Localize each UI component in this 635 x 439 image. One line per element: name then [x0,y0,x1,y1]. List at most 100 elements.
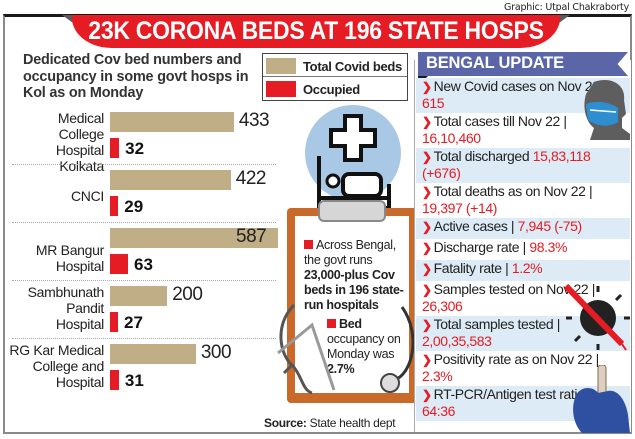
legend-label-total: Total Covid beds [303,58,402,74]
category-label-line: Hospital [55,374,104,390]
bar-total-covid-beds [110,286,168,306]
row-separator [12,222,276,223]
graphic-credit: Graphic: Utpal Chakraborty [503,2,629,13]
bullet-square-icon [304,240,313,249]
category-label: Sambhunath Pandit Hospital [8,284,105,332]
bar-occupied [110,196,119,216]
chevron-right-icon: ❯ [422,353,432,367]
bengal-update-item: ❯ Total discharged 15,83,118 (+676) [416,148,630,183]
bengal-beds-note: Across Bengal, the govt runs 23,000-plus… [304,238,408,313]
data-label-total: 587 [236,226,267,247]
chevron-right-icon: ❯ [422,80,432,94]
stat-label: Samples tested on Nov 22 | [433,281,596,297]
chart-subtitle: Dedicated Cov bed numbers and occupancy … [23,51,249,101]
source-text: State health dept [309,416,396,430]
category-label-line: Hospital [55,316,104,332]
chevron-right-icon: ❯ [422,115,432,129]
stat-label: Total cases till Nov 22 | [433,113,567,129]
bengal-update-ribbon [418,52,628,76]
chevron-right-icon: ❯ [422,283,432,297]
source-note: Source: State health dept [264,416,396,430]
data-label-occupied: 31 [124,371,144,390]
source-label: Source: [264,416,307,430]
note-bold-text: 23,000-plus Cov beds in 196 state-run ho… [304,268,404,312]
bar-occupied [110,254,129,274]
category-label-line: College and [32,358,105,374]
category-label-line: CNCI [70,188,104,204]
virus-syringe-icon [563,283,630,351]
stat-value: 16,10,460 [422,129,481,146]
legend-label-occupied: Occupied [303,81,360,97]
chart-legend: Total Covid beds Occupied [262,53,408,101]
chevron-right-icon: ❯ [422,318,432,332]
bar-occupied [110,370,119,390]
chevron-right-icon: ❯ [422,150,432,164]
stat-label: Total discharged [433,148,533,164]
note2-bold: Bed [339,317,362,331]
bar-total-covid-beds [110,228,278,248]
data-label-occupied: 29 [124,197,144,216]
bengal-update-item: ❯ Total deaths as on Nov 22 | 19,397 (+14… [416,183,630,218]
row-separator [12,280,276,281]
stat-value: 7,945 (-75) [517,218,582,234]
bed-occupancy-note: Bed occupancy on Monday was 2.7% [327,317,409,377]
category-label-line: Hospital [55,258,104,274]
bengal-update-heading: BENGAL UPDATE [426,54,564,72]
category-label: RG Kar Medical College and Hospital [8,342,104,390]
face-mask-person-icon [584,80,630,140]
title-banner-pill [72,15,560,48]
stat-label: RT-PCR/Antigen test ratio | [433,386,592,402]
data-label-occupied: 32 [125,139,145,158]
category-label: MR Bangur Hospital [8,242,104,274]
bar-chart: Medical College Hospital Kolkata 433 32 CNCI 4… [8,110,280,400]
clipboard-clip [318,200,386,222]
legend-swatch-total [266,58,296,74]
bengal-update-item: ❯ Fatality rate | 1.2% [416,260,630,281]
stat-label: New Covid cases on Nov 22 | [433,78,607,94]
bengal-update-item: ❯ Discharge rate | 98.3% [416,239,630,260]
bengal-update-item: ❯ Positivity rate as on Nov 22 | 2.3% [416,351,630,386]
legend-divider [263,76,407,77]
bar-total-covid-beds [110,170,231,190]
note-text: Across Bengal, the govt runs [304,238,396,267]
data-label-total: 200 [172,284,203,305]
bengal-update-item: ❯ Total cases till Nov 22 | 16,10,460 [416,113,630,148]
clipboard [287,208,417,403]
stat-value: 2,00,35,583 [422,332,492,349]
data-label-occupied: 27 [124,313,143,332]
title-banner: 23K CORONA BEDS AT 196 STATE HOSPS [62,15,570,49]
bar-occupied [110,312,118,332]
stat-value: 15,83,118 (+676) [422,148,591,181]
category-label: CNCI [8,188,104,204]
chevron-right-icon: ❯ [422,388,432,402]
bar-total-covid-beds [110,344,196,364]
category-label: Medical College Hospital Kolkata [8,110,104,174]
legend-item-occupied: Occupied [266,79,360,99]
note2-text: occupancy on Monday was [327,332,401,361]
bar-total-covid-beds [110,112,234,132]
data-label-occupied: 63 [134,255,153,274]
row-separator [12,338,276,339]
bullet-square-icon [327,319,336,328]
category-label-line: Sambhunath [27,284,105,300]
legend-swatch-occupied [266,81,296,97]
chevron-right-icon: ❯ [422,262,432,276]
stat-label: Positivity rate as on Nov 22 | [433,351,600,367]
medical-cross-icon [329,114,377,162]
stat-value: 98.3% [529,239,568,255]
chevron-right-icon: ❯ [422,220,432,234]
gloved-hand-test-tube-icon [573,365,630,433]
page-title: 23K CORONA BEDS AT 196 STATE HOSPS [88,17,544,45]
stat-label: Total samples tested | [433,316,561,332]
stat-label: Fatality rate | [433,260,512,276]
stat-value: 1.2% [511,260,543,276]
data-label-total: 433 [238,110,270,131]
bar-occupied [110,138,120,158]
category-label-line: Kolkata [59,158,104,174]
bengal-update-item: ❯ Samples tested on Nov 22 | 26,306 [416,281,630,316]
data-label-total: 300 [200,342,232,363]
stat-value: 615 [422,94,445,111]
category-label-line: Medical [57,110,104,126]
bengal-update-item: ❯ Active cases | 7,945 (-75) [416,218,630,239]
hospital-bed-icon [317,114,391,208]
